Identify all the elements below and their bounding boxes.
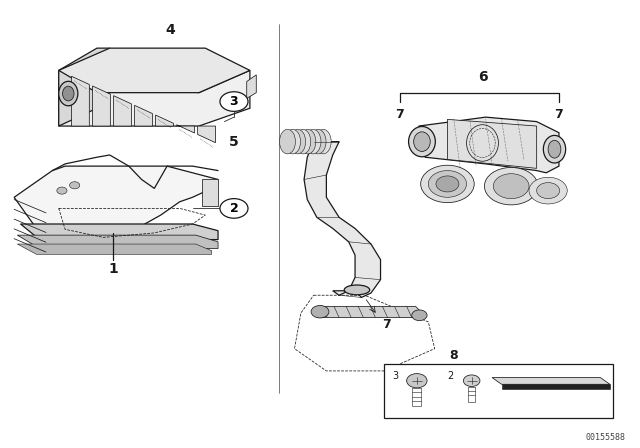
- Ellipse shape: [408, 126, 435, 157]
- Text: 2: 2: [447, 371, 454, 381]
- Text: 2: 2: [230, 202, 238, 215]
- Ellipse shape: [290, 129, 306, 154]
- Polygon shape: [72, 76, 90, 126]
- Text: 4: 4: [165, 23, 175, 37]
- FancyBboxPatch shape: [384, 364, 613, 418]
- Text: 8: 8: [449, 349, 458, 362]
- Polygon shape: [317, 306, 422, 318]
- Circle shape: [406, 374, 427, 388]
- Circle shape: [420, 165, 474, 202]
- Ellipse shape: [285, 129, 301, 154]
- Polygon shape: [93, 86, 110, 126]
- Polygon shape: [59, 70, 250, 126]
- Ellipse shape: [295, 129, 311, 154]
- Ellipse shape: [413, 132, 430, 151]
- Polygon shape: [17, 235, 218, 249]
- Polygon shape: [113, 96, 131, 126]
- Text: 1: 1: [108, 262, 118, 276]
- Circle shape: [484, 168, 538, 205]
- Text: 5: 5: [229, 135, 239, 149]
- Circle shape: [436, 176, 459, 192]
- Circle shape: [537, 183, 559, 198]
- Circle shape: [529, 177, 567, 204]
- Polygon shape: [202, 180, 218, 206]
- Circle shape: [57, 187, 67, 194]
- Ellipse shape: [316, 129, 331, 154]
- Text: 7: 7: [555, 108, 563, 121]
- Text: 7: 7: [383, 318, 391, 331]
- Polygon shape: [492, 378, 610, 384]
- Ellipse shape: [59, 81, 78, 106]
- Circle shape: [220, 198, 248, 218]
- Circle shape: [412, 310, 427, 321]
- Polygon shape: [59, 48, 109, 126]
- Ellipse shape: [543, 135, 566, 163]
- Polygon shape: [198, 126, 216, 142]
- Ellipse shape: [63, 86, 74, 101]
- Ellipse shape: [548, 140, 561, 158]
- Circle shape: [70, 182, 80, 189]
- Polygon shape: [20, 224, 218, 240]
- Polygon shape: [419, 117, 559, 173]
- Polygon shape: [502, 384, 610, 389]
- Polygon shape: [246, 75, 256, 99]
- Text: 00155588: 00155588: [586, 433, 626, 442]
- Polygon shape: [156, 115, 173, 126]
- Ellipse shape: [280, 129, 296, 154]
- Polygon shape: [17, 244, 212, 254]
- Polygon shape: [447, 119, 537, 168]
- Text: 7: 7: [396, 108, 404, 121]
- Ellipse shape: [344, 285, 370, 295]
- Circle shape: [220, 92, 248, 112]
- Circle shape: [493, 174, 529, 198]
- Ellipse shape: [300, 129, 316, 154]
- Circle shape: [428, 171, 467, 197]
- Ellipse shape: [305, 129, 321, 154]
- Circle shape: [311, 306, 329, 318]
- Ellipse shape: [310, 129, 326, 154]
- Polygon shape: [177, 125, 195, 133]
- Polygon shape: [134, 105, 152, 126]
- Polygon shape: [14, 166, 218, 251]
- Text: 6: 6: [477, 70, 487, 84]
- Circle shape: [463, 375, 480, 387]
- Text: 3: 3: [230, 95, 238, 108]
- Polygon shape: [304, 142, 381, 297]
- Polygon shape: [59, 48, 250, 93]
- Text: 3: 3: [392, 371, 398, 381]
